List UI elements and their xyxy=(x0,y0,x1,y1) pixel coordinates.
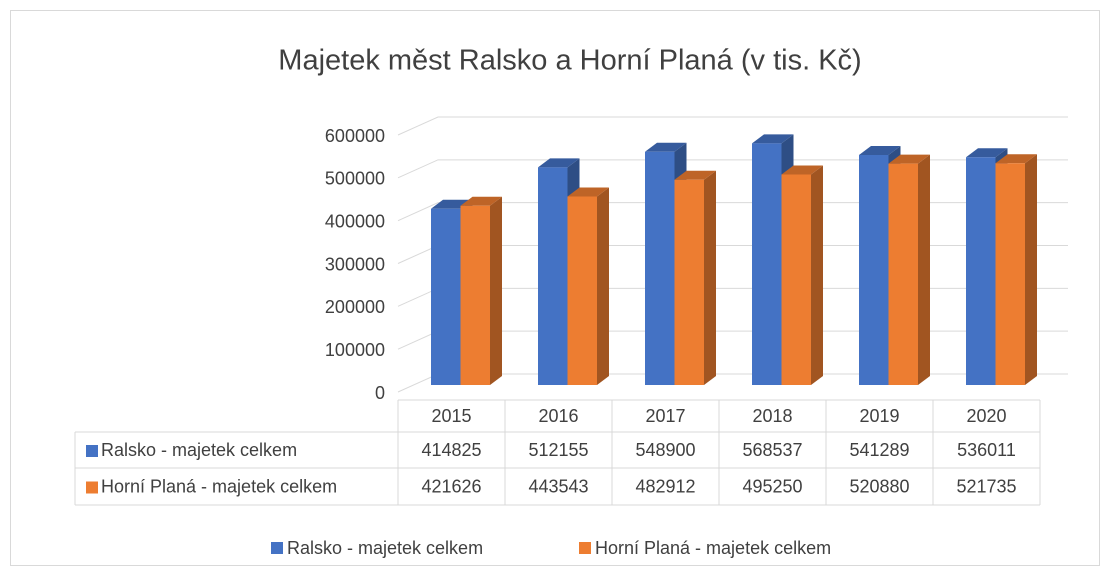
table-legend-key xyxy=(86,481,98,494)
table-cell: 568537 xyxy=(742,440,802,460)
bar-front xyxy=(674,179,704,385)
legend-label: Horní Planá - majetek celkem xyxy=(595,538,831,558)
table-row-label: Ralsko - majetek celkem xyxy=(101,440,297,460)
table-cell: 541289 xyxy=(849,440,909,460)
table-cell: 414825 xyxy=(421,440,481,460)
bar-side xyxy=(1025,154,1037,385)
bar-top xyxy=(966,148,1008,158)
legend-label: Ralsko - majetek celkem xyxy=(287,538,483,558)
bar-top xyxy=(888,154,930,164)
bar-top xyxy=(674,170,716,180)
bar-front xyxy=(859,154,889,385)
table-cell: 520880 xyxy=(849,476,909,496)
table-cell: 521735 xyxy=(956,476,1016,496)
bar xyxy=(995,154,1037,385)
bar-top xyxy=(567,187,609,197)
y-tick-label: 500000 xyxy=(325,169,385,189)
table-legend-key xyxy=(86,445,98,457)
bar-front xyxy=(538,167,568,385)
bar-side xyxy=(918,154,930,385)
x-tick-label: 2016 xyxy=(538,406,578,426)
y-tick-label: 600000 xyxy=(325,126,385,146)
chart-title: Majetek měst Ralsko a Horní Planá (v tis… xyxy=(278,45,861,77)
bar-top xyxy=(781,165,823,175)
bar-top xyxy=(859,145,901,155)
bar-top xyxy=(460,196,502,206)
table-row-label: Horní Planá - majetek celkem xyxy=(101,476,337,496)
y-tick-label: 0 xyxy=(375,383,385,403)
x-tick-label: 2020 xyxy=(966,406,1006,426)
table-cell: 443543 xyxy=(528,476,588,496)
bar-front xyxy=(645,151,675,385)
bar-top xyxy=(752,134,794,144)
x-tick-label: 2017 xyxy=(645,406,685,426)
y-tick-label: 100000 xyxy=(325,340,385,360)
bar xyxy=(674,170,716,385)
bar-top xyxy=(645,142,687,152)
x-tick-label: 2015 xyxy=(431,406,471,426)
y-tick-label: 300000 xyxy=(325,254,385,274)
table-cell: 512155 xyxy=(528,440,588,460)
legend-key xyxy=(271,542,283,554)
bar-side xyxy=(597,187,609,385)
table-cell: 421626 xyxy=(421,476,481,496)
x-tick-label: 2018 xyxy=(752,406,792,426)
legend-key xyxy=(579,542,591,554)
grid-line xyxy=(397,116,1068,136)
bar xyxy=(781,165,823,385)
y-tick-label: 400000 xyxy=(325,211,385,231)
table-cell: 482912 xyxy=(635,476,695,496)
bar xyxy=(888,154,930,385)
bar-front xyxy=(752,143,782,385)
bar-front xyxy=(567,196,597,385)
bar-top xyxy=(995,154,1037,164)
bar-front xyxy=(460,205,490,385)
bar xyxy=(567,187,609,385)
bar-front xyxy=(966,157,996,385)
bar-front xyxy=(888,163,918,385)
table-cell: 548900 xyxy=(635,440,695,460)
bar-front xyxy=(781,174,811,385)
table-cell: 536011 xyxy=(957,440,1016,460)
bar-side xyxy=(811,165,823,385)
bar-front xyxy=(995,163,1025,385)
bar-top xyxy=(538,158,580,168)
bar-side xyxy=(704,170,716,385)
grid-line xyxy=(397,202,1068,222)
x-tick-label: 2019 xyxy=(859,406,899,426)
bar xyxy=(460,196,502,385)
table-cell: 495250 xyxy=(742,476,802,496)
y-tick-label: 200000 xyxy=(325,297,385,317)
grid-line xyxy=(397,159,1068,179)
bar-side xyxy=(490,196,502,385)
bar-front xyxy=(431,208,461,385)
